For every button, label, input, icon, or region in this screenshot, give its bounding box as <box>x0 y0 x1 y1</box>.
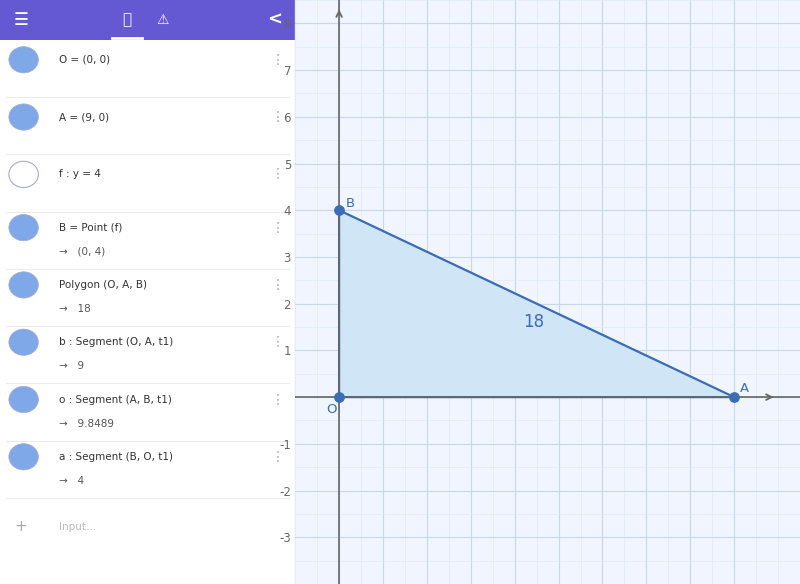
Ellipse shape <box>9 272 38 298</box>
Text: ⋮: ⋮ <box>270 168 285 182</box>
FancyBboxPatch shape <box>0 40 295 584</box>
FancyBboxPatch shape <box>0 0 295 40</box>
Text: ⋮: ⋮ <box>270 53 285 67</box>
Text: A = (9, 0): A = (9, 0) <box>59 112 109 122</box>
Ellipse shape <box>9 387 38 413</box>
Text: <: < <box>267 11 282 29</box>
Text: ⋮: ⋮ <box>270 450 285 464</box>
Text: +: + <box>14 519 27 534</box>
Ellipse shape <box>9 47 38 73</box>
Text: ☰: ☰ <box>14 11 28 29</box>
Text: f : y = 4: f : y = 4 <box>59 169 101 179</box>
Text: a : Segment (B, O, t1): a : Segment (B, O, t1) <box>59 452 173 462</box>
Text: A: A <box>739 381 749 395</box>
Text: Polygon (O, A, B): Polygon (O, A, B) <box>59 280 147 290</box>
Text: Input...: Input... <box>59 522 96 531</box>
Ellipse shape <box>9 329 38 355</box>
Text: ⋮: ⋮ <box>270 221 285 235</box>
Text: ⋮: ⋮ <box>270 110 285 124</box>
Polygon shape <box>339 210 734 397</box>
Text: ⋮: ⋮ <box>270 392 285 406</box>
Ellipse shape <box>9 161 38 187</box>
Point <box>333 392 346 402</box>
Text: →   4: → 4 <box>59 476 84 486</box>
Text: ⋮: ⋮ <box>270 335 285 349</box>
Text: b : Segment (O, A, t1): b : Segment (O, A, t1) <box>59 337 174 347</box>
Point <box>333 206 346 215</box>
Text: B: B <box>346 196 355 210</box>
Text: →   9.8489: → 9.8489 <box>59 419 114 429</box>
Text: 📄: 📄 <box>122 12 131 27</box>
Ellipse shape <box>9 104 38 130</box>
Text: ⚠: ⚠ <box>156 13 169 27</box>
Text: O: O <box>326 404 337 416</box>
Text: o : Segment (A, B, t1): o : Segment (A, B, t1) <box>59 395 172 405</box>
Text: 18: 18 <box>523 313 545 331</box>
Text: →   9: → 9 <box>59 361 84 371</box>
Ellipse shape <box>9 214 38 241</box>
Text: →   18: → 18 <box>59 304 90 314</box>
Text: B = Point (f): B = Point (f) <box>59 223 122 232</box>
Text: O = (0, 0): O = (0, 0) <box>59 55 110 65</box>
Ellipse shape <box>9 444 38 470</box>
Point <box>728 392 741 402</box>
Text: ⋮: ⋮ <box>270 278 285 292</box>
Text: →   (0, 4): → (0, 4) <box>59 246 106 257</box>
